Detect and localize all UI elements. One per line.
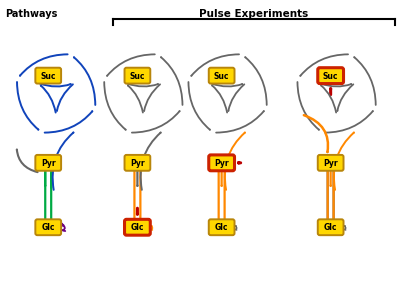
- FancyArrowPatch shape: [212, 86, 227, 113]
- FancyArrowPatch shape: [128, 86, 143, 113]
- FancyBboxPatch shape: [209, 68, 235, 84]
- FancyArrowPatch shape: [39, 225, 41, 229]
- Text: Pyr: Pyr: [214, 159, 229, 168]
- FancyArrowPatch shape: [45, 111, 92, 133]
- FancyArrowPatch shape: [56, 228, 59, 231]
- Text: Suc: Suc: [130, 72, 145, 81]
- FancyArrowPatch shape: [235, 226, 237, 229]
- Text: Pulse Experiments: Pulse Experiments: [199, 9, 308, 19]
- Text: Suc: Suc: [41, 72, 56, 81]
- Text: Glc: Glc: [324, 223, 337, 232]
- FancyBboxPatch shape: [318, 219, 344, 235]
- FancyBboxPatch shape: [209, 219, 235, 235]
- FancyArrowPatch shape: [340, 226, 345, 231]
- FancyArrowPatch shape: [144, 84, 160, 111]
- FancyArrowPatch shape: [58, 225, 64, 232]
- Text: Pathways: Pathways: [5, 9, 58, 19]
- FancyArrowPatch shape: [147, 226, 152, 231]
- FancyArrowPatch shape: [321, 86, 336, 113]
- FancyBboxPatch shape: [35, 155, 61, 171]
- FancyArrowPatch shape: [245, 57, 267, 105]
- Text: Glc: Glc: [41, 223, 55, 232]
- FancyBboxPatch shape: [125, 155, 150, 171]
- FancyArrowPatch shape: [53, 133, 73, 190]
- FancyBboxPatch shape: [209, 155, 235, 171]
- FancyArrowPatch shape: [325, 111, 373, 133]
- FancyArrowPatch shape: [62, 224, 65, 230]
- FancyArrowPatch shape: [104, 82, 126, 130]
- FancyArrowPatch shape: [340, 225, 346, 230]
- FancyArrowPatch shape: [334, 133, 354, 190]
- FancyArrowPatch shape: [304, 115, 328, 152]
- FancyArrowPatch shape: [20, 54, 68, 76]
- FancyArrowPatch shape: [161, 57, 182, 105]
- FancyArrowPatch shape: [211, 84, 242, 86]
- FancyArrowPatch shape: [58, 224, 65, 231]
- FancyArrowPatch shape: [340, 223, 343, 225]
- Text: Glc: Glc: [131, 223, 144, 232]
- FancyArrowPatch shape: [354, 57, 376, 105]
- FancyArrowPatch shape: [228, 84, 244, 111]
- FancyArrowPatch shape: [231, 223, 234, 225]
- FancyBboxPatch shape: [318, 155, 344, 171]
- Text: Glc: Glc: [215, 223, 229, 232]
- FancyArrowPatch shape: [41, 86, 56, 113]
- FancyArrowPatch shape: [59, 222, 63, 225]
- FancyArrowPatch shape: [57, 84, 73, 111]
- FancyArrowPatch shape: [74, 57, 95, 105]
- FancyArrowPatch shape: [300, 54, 348, 76]
- FancyBboxPatch shape: [125, 68, 150, 84]
- FancyArrowPatch shape: [141, 133, 161, 190]
- FancyArrowPatch shape: [216, 111, 264, 133]
- FancyArrowPatch shape: [320, 84, 351, 86]
- FancyBboxPatch shape: [35, 219, 61, 235]
- FancyArrowPatch shape: [231, 226, 236, 231]
- FancyArrowPatch shape: [344, 226, 346, 229]
- FancyArrowPatch shape: [146, 225, 152, 230]
- Text: Pyr: Pyr: [323, 159, 338, 168]
- FancyArrowPatch shape: [127, 84, 158, 86]
- Text: Suc: Suc: [214, 72, 229, 81]
- FancyArrowPatch shape: [17, 82, 38, 130]
- FancyArrowPatch shape: [147, 223, 150, 225]
- FancyArrowPatch shape: [231, 225, 237, 230]
- FancyArrowPatch shape: [151, 226, 152, 229]
- FancyArrowPatch shape: [107, 54, 155, 76]
- FancyArrowPatch shape: [337, 84, 353, 111]
- Text: Suc: Suc: [323, 72, 338, 81]
- FancyArrowPatch shape: [225, 133, 245, 190]
- FancyArrowPatch shape: [298, 82, 319, 130]
- FancyBboxPatch shape: [125, 219, 150, 235]
- Text: Pyr: Pyr: [41, 159, 55, 168]
- FancyBboxPatch shape: [318, 68, 344, 84]
- FancyArrowPatch shape: [40, 84, 71, 86]
- FancyArrowPatch shape: [191, 54, 239, 76]
- Text: Pyr: Pyr: [130, 159, 145, 168]
- FancyArrowPatch shape: [188, 82, 210, 130]
- FancyArrowPatch shape: [132, 111, 180, 133]
- FancyArrowPatch shape: [17, 150, 38, 172]
- FancyBboxPatch shape: [35, 68, 61, 84]
